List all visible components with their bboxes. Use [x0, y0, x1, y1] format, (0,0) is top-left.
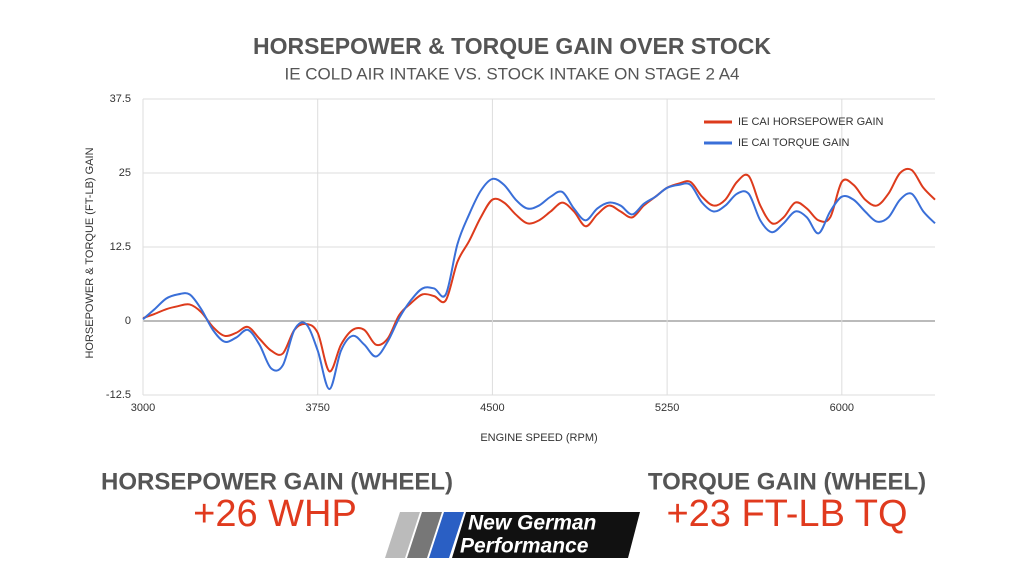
x-tick-label: 5250 [655, 402, 679, 414]
annotation: +26 WHP [193, 493, 357, 535]
legend-label: IE CAI HORSEPOWER GAIN [738, 116, 884, 128]
annotation: +23 FT-LB TQ [666, 493, 907, 535]
logo-stripe [429, 512, 464, 558]
annotation: HORSEPOWER GAIN (WHEEL) [101, 468, 453, 495]
y-tick-label: 37.5 [110, 93, 131, 105]
x-tick-label: 3750 [305, 402, 329, 414]
logo-stripe [385, 512, 420, 558]
series-line [142, 177, 936, 391]
chart-title: HORSEPOWER & TORQUE GAIN OVER STOCK [253, 33, 771, 59]
series-line [142, 167, 936, 373]
y-tick-label: 12.5 [110, 241, 131, 253]
logo-stripe [407, 512, 442, 558]
y-tick-label: 25 [119, 167, 131, 179]
x-tick-label: 4500 [480, 402, 504, 414]
legend-label: IE CAI TORQUE GAIN [738, 137, 850, 149]
x-tick-label: 6000 [830, 402, 854, 414]
y-tick-label: -12.5 [106, 389, 131, 401]
logo: New German Performance [385, 512, 640, 558]
y-tick-label: 0 [125, 315, 131, 327]
logo-stripe [452, 512, 640, 558]
x-axis-label: ENGINE SPEED (RPM) [480, 432, 597, 444]
x-tick-label: 3000 [131, 402, 155, 414]
y-axis-label: HORSEPOWER & TORQUE (FT-LB) GAIN [84, 147, 96, 358]
annotation: TORQUE GAIN (WHEEL) [648, 468, 926, 495]
chart-subtitle: IE COLD AIR INTAKE VS. STOCK INTAKE ON S… [284, 64, 739, 83]
logo-text: Performance [460, 535, 589, 558]
logo-text: New German [468, 512, 596, 535]
plot-area: -12.5 0 12.5 25 37.5 3000 3750 4500 5250 6000 IE C… [106, 93, 936, 414]
